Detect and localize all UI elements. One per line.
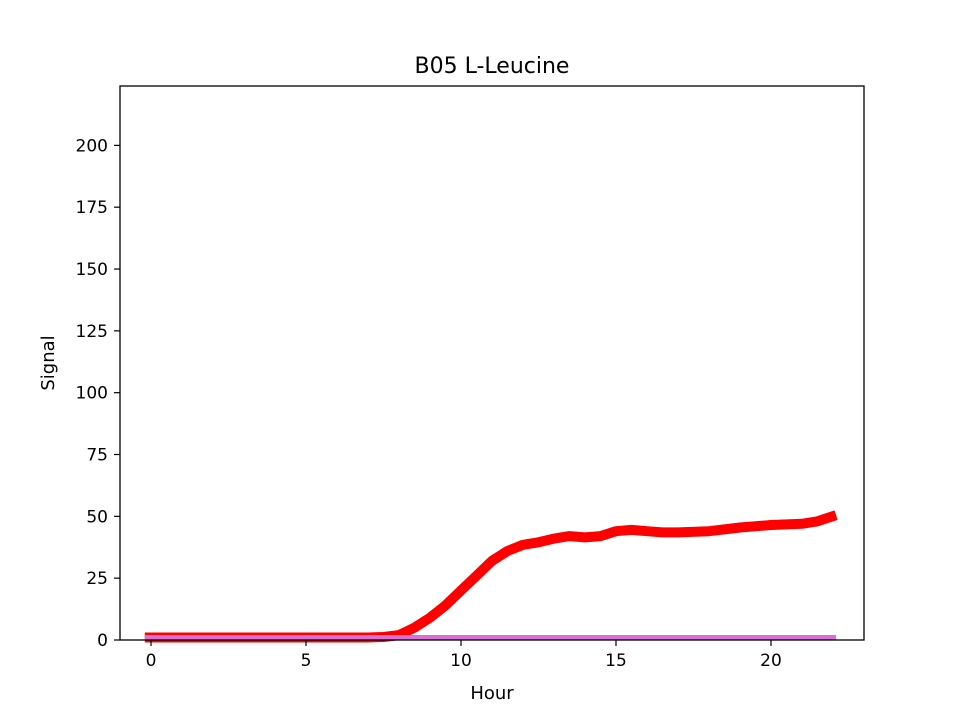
x-axis: 0 5 10 15 20 [146,640,782,671]
y-tick-label: 25 [86,569,108,589]
y-tick-label: 175 [76,198,108,218]
x-tick-label: 0 [146,651,157,671]
chart-title: B05 L-Leucine [415,54,570,79]
x-tick-label: 10 [450,651,472,671]
x-tick-label: 5 [301,651,312,671]
y-tick-label: 100 [76,384,108,404]
x-tick-label: 15 [605,651,627,671]
y-axis: 0 25 50 75 100 125 150 175 200 [76,136,120,651]
y-axis-label: Signal [38,335,59,390]
y-tick-label: 125 [76,322,108,342]
series-line-1 [144,510,838,643]
x-tick-label: 20 [760,651,782,671]
plot-frame [119,85,865,641]
y-tick-label: 75 [86,446,108,466]
y-tick-label: 150 [76,260,108,280]
x-axis-label: Hour [470,683,514,704]
plot-area [144,510,838,643]
y-tick-label: 50 [86,507,108,527]
y-tick-label: 200 [76,136,108,156]
y-tick-label: 0 [97,631,108,651]
